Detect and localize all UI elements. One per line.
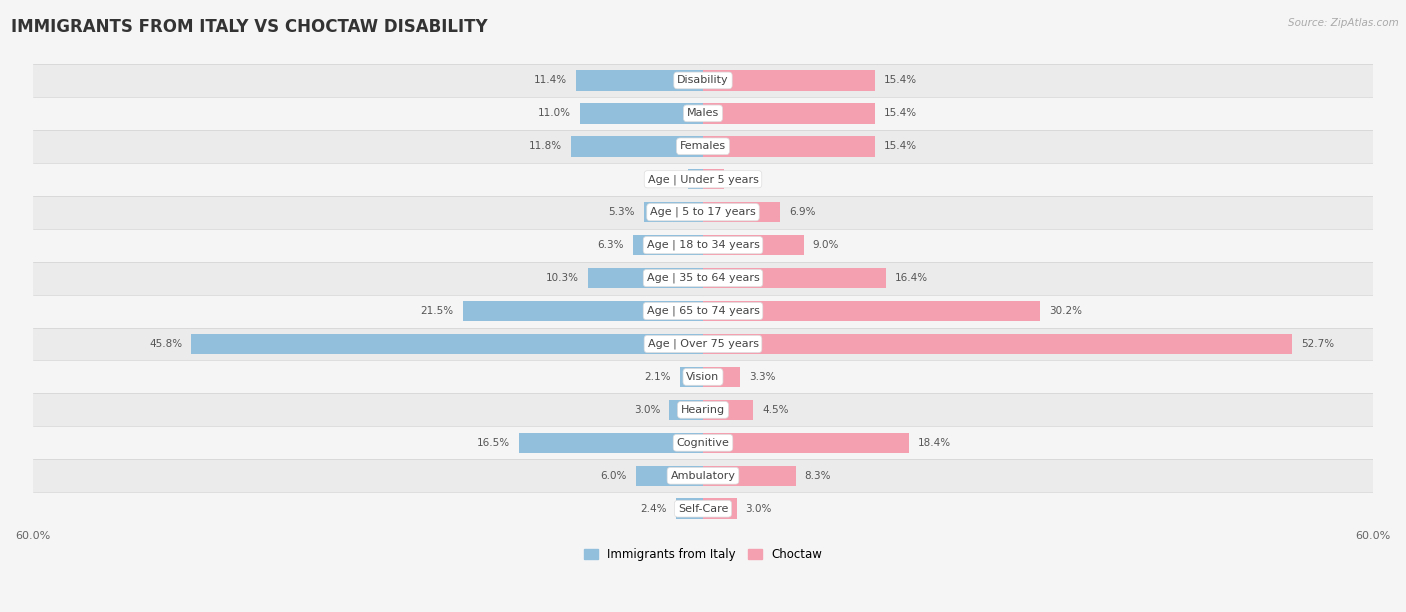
Text: 15.4%: 15.4% (884, 108, 917, 118)
Text: 6.0%: 6.0% (600, 471, 627, 481)
Text: 3.0%: 3.0% (745, 504, 772, 513)
Text: Age | 65 to 74 years: Age | 65 to 74 years (647, 306, 759, 316)
Text: 16.5%: 16.5% (477, 438, 510, 448)
Bar (32, 294, 1374, 327)
Text: 11.4%: 11.4% (533, 75, 567, 86)
Text: Age | 35 to 64 years: Age | 35 to 64 years (647, 273, 759, 283)
Bar (703, 202, 780, 222)
Text: 9.0%: 9.0% (813, 240, 839, 250)
Bar (32, 327, 1374, 360)
Bar (32, 130, 1374, 163)
Bar (669, 400, 703, 420)
Bar (703, 466, 796, 486)
Bar (32, 163, 1374, 196)
Text: 15.4%: 15.4% (884, 141, 917, 151)
Bar (519, 433, 703, 453)
Bar (703, 235, 804, 255)
Bar (191, 334, 703, 354)
Bar (703, 400, 754, 420)
Legend: Immigrants from Italy, Choctaw: Immigrants from Italy, Choctaw (579, 543, 827, 565)
Text: 30.2%: 30.2% (1049, 306, 1083, 316)
Text: Females: Females (681, 141, 725, 151)
Bar (32, 394, 1374, 427)
Text: Ambulatory: Ambulatory (671, 471, 735, 481)
Bar (32, 196, 1374, 229)
Bar (32, 97, 1374, 130)
Bar (703, 268, 886, 288)
Text: 52.7%: 52.7% (1301, 339, 1334, 349)
Bar (703, 103, 875, 124)
Text: 21.5%: 21.5% (420, 306, 454, 316)
Text: Source: ZipAtlas.com: Source: ZipAtlas.com (1288, 18, 1399, 28)
Bar (703, 301, 1040, 321)
Text: Age | 18 to 34 years: Age | 18 to 34 years (647, 240, 759, 250)
Bar (32, 459, 1374, 492)
Bar (575, 70, 703, 91)
Text: 10.3%: 10.3% (546, 273, 579, 283)
Bar (588, 268, 703, 288)
Text: 3.3%: 3.3% (749, 372, 775, 382)
Text: 2.4%: 2.4% (641, 504, 668, 513)
Bar (679, 367, 703, 387)
Text: Age | Under 5 years: Age | Under 5 years (648, 174, 758, 184)
Text: Cognitive: Cognitive (676, 438, 730, 448)
Bar (32, 261, 1374, 294)
Text: 6.3%: 6.3% (598, 240, 624, 250)
Bar (676, 499, 703, 519)
Bar (463, 301, 703, 321)
Text: Age | Over 75 years: Age | Over 75 years (648, 338, 758, 349)
Text: 3.0%: 3.0% (634, 405, 661, 415)
Text: 16.4%: 16.4% (896, 273, 928, 283)
Bar (644, 202, 703, 222)
Text: 18.4%: 18.4% (918, 438, 950, 448)
Bar (703, 499, 737, 519)
Bar (32, 427, 1374, 459)
Bar (703, 70, 875, 91)
Text: 11.8%: 11.8% (529, 141, 562, 151)
Text: Self-Care: Self-Care (678, 504, 728, 513)
Text: 1.3%: 1.3% (652, 174, 679, 184)
Bar (32, 360, 1374, 394)
Bar (703, 136, 875, 157)
Bar (636, 466, 703, 486)
Text: 11.0%: 11.0% (538, 108, 571, 118)
Bar (32, 492, 1374, 525)
Bar (703, 367, 740, 387)
Text: 1.9%: 1.9% (733, 174, 759, 184)
Bar (581, 103, 703, 124)
Bar (32, 229, 1374, 261)
Text: 45.8%: 45.8% (149, 339, 183, 349)
Text: IMMIGRANTS FROM ITALY VS CHOCTAW DISABILITY: IMMIGRANTS FROM ITALY VS CHOCTAW DISABIL… (11, 18, 488, 36)
Bar (571, 136, 703, 157)
Text: Age | 5 to 17 years: Age | 5 to 17 years (650, 207, 756, 217)
Text: 5.3%: 5.3% (609, 207, 636, 217)
Text: 2.1%: 2.1% (644, 372, 671, 382)
Bar (703, 169, 724, 190)
Text: Hearing: Hearing (681, 405, 725, 415)
Text: 4.5%: 4.5% (762, 405, 789, 415)
Bar (689, 169, 703, 190)
Text: Vision: Vision (686, 372, 720, 382)
Text: 8.3%: 8.3% (804, 471, 831, 481)
Bar (703, 433, 908, 453)
Bar (703, 334, 1292, 354)
Text: 15.4%: 15.4% (884, 75, 917, 86)
Text: 6.9%: 6.9% (789, 207, 815, 217)
Bar (633, 235, 703, 255)
Text: Disability: Disability (678, 75, 728, 86)
Bar (32, 64, 1374, 97)
Text: Males: Males (688, 108, 718, 118)
